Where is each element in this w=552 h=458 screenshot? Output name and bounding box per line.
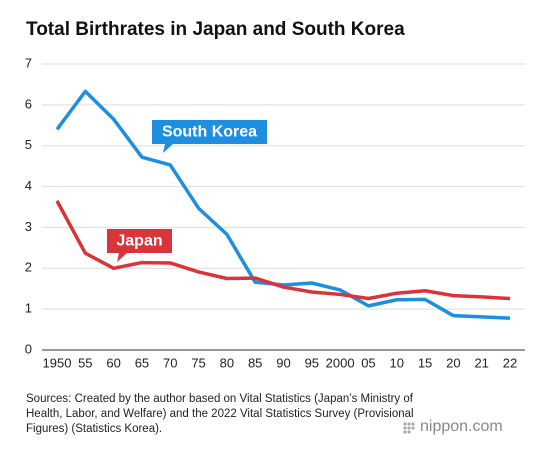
y-tick-label: 4: [25, 178, 32, 193]
x-tick-label: 22: [503, 355, 517, 370]
x-tick-label: 60: [106, 355, 120, 370]
y-tick-label: 6: [25, 96, 32, 111]
x-tick-label: 2000: [326, 355, 355, 370]
x-tick-label: 05: [361, 355, 375, 370]
legend-callout: [107, 229, 172, 262]
y-tick-label: 3: [25, 219, 32, 234]
chart-title: Total Birthrates in Japan and South Kore…: [26, 19, 405, 40]
x-tick-label: 55: [78, 355, 92, 370]
series-line: [55, 89, 511, 320]
logo: nippon.com: [403, 418, 503, 436]
x-tick-label: 80: [220, 355, 234, 370]
x-tick-label: 20: [446, 355, 460, 370]
x-tick-label: 21: [474, 355, 488, 370]
y-tick-label: 2: [25, 260, 32, 275]
x-tick-label: 70: [163, 355, 177, 370]
y-tick-label: 7: [25, 55, 32, 70]
legend-label: Japan: [116, 233, 162, 250]
y-tick-label: 1: [25, 301, 32, 316]
legend-callout: [152, 120, 267, 153]
x-tick-label: 10: [390, 355, 404, 370]
x-tick-label: 85: [248, 355, 262, 370]
logo-icon: [403, 422, 415, 434]
series-line: [55, 200, 511, 301]
x-tick-label: 90: [276, 355, 290, 370]
source-note: Sources: Created by the author based on …: [26, 393, 414, 435]
x-tick-label: 1950: [43, 355, 72, 370]
legend-label: South Korea: [162, 124, 257, 141]
x-tick-label: 75: [191, 355, 205, 370]
y-tick-label: 0: [25, 341, 32, 356]
x-tick-label: 95: [305, 355, 319, 370]
x-tick-label: 15: [418, 355, 432, 370]
y-tick-label: 5: [25, 137, 32, 152]
x-tick-label: 65: [135, 355, 149, 370]
logo-text: nippon.com: [420, 418, 503, 435]
